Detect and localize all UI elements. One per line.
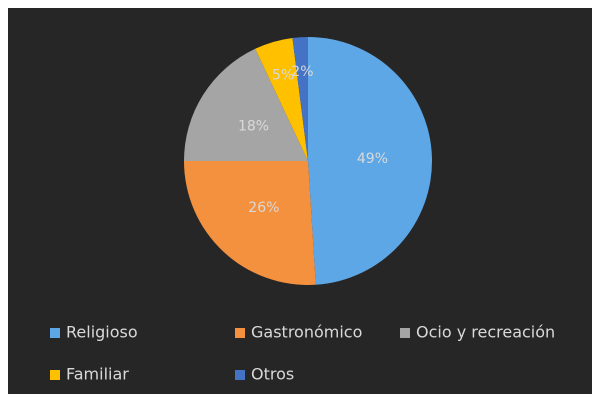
legend-label: Otros <box>251 365 294 384</box>
pie-slice <box>308 37 432 285</box>
legend-label: Gastronómico <box>251 323 362 342</box>
legend-label: Ocio y recreación <box>416 323 555 342</box>
legend-swatch <box>400 328 410 338</box>
data-label: 2% <box>291 64 313 80</box>
data-label: 18% <box>238 118 269 134</box>
legend-swatch <box>235 370 245 380</box>
legend-label: Familiar <box>66 365 129 384</box>
legend-swatch <box>50 328 60 338</box>
legend-label: Religioso <box>66 323 138 342</box>
data-label: 26% <box>248 200 279 216</box>
legend-swatch <box>50 370 60 380</box>
pie-slice <box>292 37 308 161</box>
legend-swatch <box>235 328 245 338</box>
data-label: 5% <box>272 67 294 83</box>
data-label: 49% <box>357 151 388 167</box>
pie-slice <box>184 48 308 161</box>
pie-slice <box>255 37 308 161</box>
pie-slice <box>184 161 316 285</box>
